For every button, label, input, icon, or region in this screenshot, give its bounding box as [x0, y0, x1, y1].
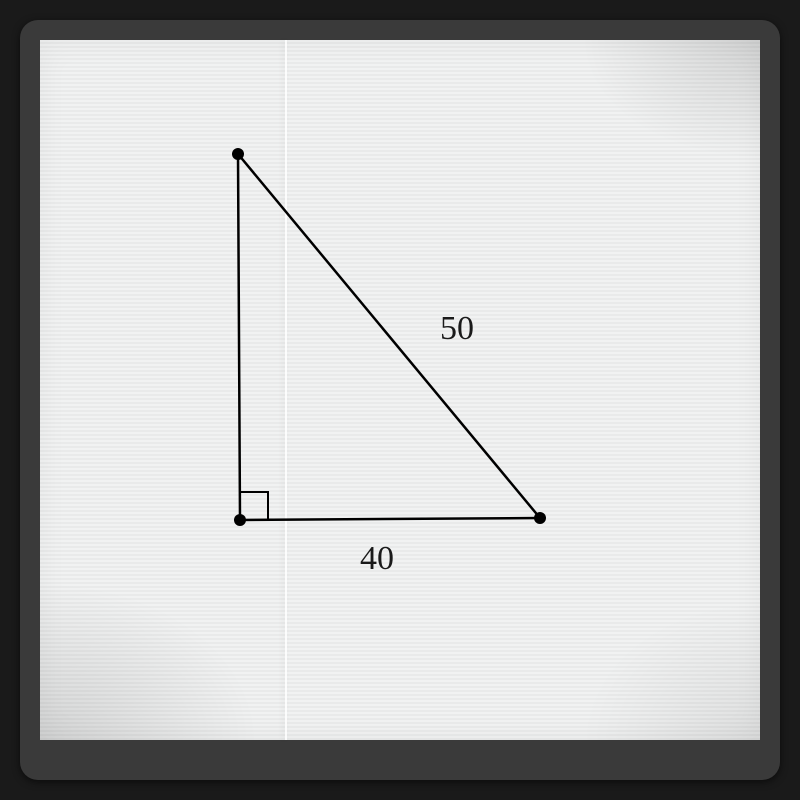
photo-frame: 50 40: [20, 20, 780, 780]
triangle-diagram: [40, 40, 760, 740]
hypotenuse-label: 50: [440, 310, 474, 348]
base-label: 40: [360, 540, 394, 578]
paper-background: 50 40: [40, 40, 760, 740]
